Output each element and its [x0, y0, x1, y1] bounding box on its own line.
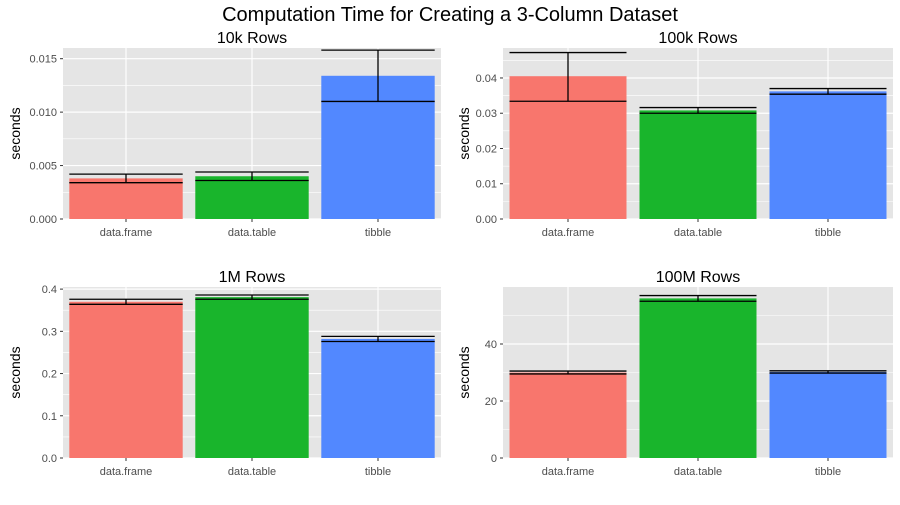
y-axis-label: seconds: [7, 346, 23, 398]
bar-tibble: [321, 338, 435, 458]
errorbar-data-table: [639, 106, 757, 114]
y-tick-label: 0.015: [29, 54, 57, 66]
x-tick-label: tibble: [815, 466, 841, 478]
panel-title: 100k Rows: [658, 30, 737, 47]
y-tick-label: 0.1: [42, 411, 57, 423]
x-tick-label: tibble: [815, 227, 841, 239]
y-axis-label: seconds: [456, 346, 472, 398]
y-tick-label: 0.000: [29, 214, 57, 226]
x-tick-label: tibble: [365, 227, 391, 239]
x-tick-label: data.frame: [100, 466, 153, 478]
bar-data-frame: [69, 301, 183, 458]
facet-panel: 0 20 40 data.frame data.table tibble 100M Rows…: [456, 269, 893, 478]
y-tick-label: 0.01: [476, 179, 497, 191]
x-tick-label: data.table: [228, 227, 276, 239]
figure-title: Computation Time for Creating a 3-Column…: [222, 4, 678, 26]
y-axis-label: seconds: [7, 107, 23, 159]
panel-title: 10k Rows: [217, 30, 287, 47]
x-tick-label: data.frame: [542, 227, 595, 239]
facet-panel: 0.000 0.005 0.010 0.015 data.frame data.table…: [7, 30, 441, 239]
panel-title: 1M Rows: [219, 269, 286, 286]
x-tick-label: data.table: [674, 227, 722, 239]
errorbar-data-frame: [509, 370, 627, 375]
y-tick-label: 0.0: [42, 453, 57, 465]
errorbar-tibble: [769, 87, 887, 95]
x-tick-label: data.table: [228, 466, 276, 478]
y-tick-label: 0: [491, 453, 497, 465]
bar-data-frame: [69, 178, 183, 219]
y-tick-label: 40: [485, 339, 497, 351]
y-tick-label: 0.010: [29, 107, 57, 119]
y-tick-label: 0.2: [42, 369, 57, 381]
panel-title: 100M Rows: [656, 269, 740, 286]
y-axis-label: seconds: [456, 107, 472, 159]
y-tick-label: 0.00: [476, 214, 497, 226]
bar-data-table: [195, 176, 309, 219]
y-tick-label: 0.3: [42, 326, 57, 338]
errorbar-data-table: [195, 294, 309, 300]
errorbar-tibble: [321, 335, 435, 343]
y-tick-label: 0.03: [476, 108, 497, 120]
bar-data-table: [195, 297, 309, 458]
y-tick-label: 0.04: [476, 73, 497, 85]
x-tick-label: data.table: [674, 466, 722, 478]
errorbar-data-frame: [69, 298, 183, 305]
errorbar-data-frame: [69, 173, 183, 184]
x-tick-label: data.frame: [100, 227, 153, 239]
facet-panel: 0.00 0.01 0.02 0.03 0.04 data.frame data.table…: [456, 30, 893, 239]
bar-data-frame: [509, 372, 627, 458]
y-tick-label: 0.005: [29, 161, 57, 173]
y-tick-label: 0.02: [476, 143, 497, 155]
errorbar-tibble: [321, 49, 435, 103]
errorbar-data-frame: [509, 51, 627, 102]
bar-tibble: [769, 371, 887, 458]
x-tick-label: data.frame: [542, 466, 595, 478]
errorbar-tibble: [769, 370, 887, 374]
x-tick-label: tibble: [365, 466, 391, 478]
y-tick-label: 0.4: [42, 284, 57, 296]
bar-data-table: [639, 298, 757, 458]
errorbar-data-table: [195, 171, 309, 182]
errorbar-data-table: [639, 294, 757, 302]
y-tick-label: 20: [485, 396, 497, 408]
bar-tibble: [769, 91, 887, 219]
bar-data-table: [639, 110, 757, 219]
facet-panel: 0.0 0.1 0.2 0.3 0.4 data.frame data.table tibbl…: [7, 269, 441, 478]
